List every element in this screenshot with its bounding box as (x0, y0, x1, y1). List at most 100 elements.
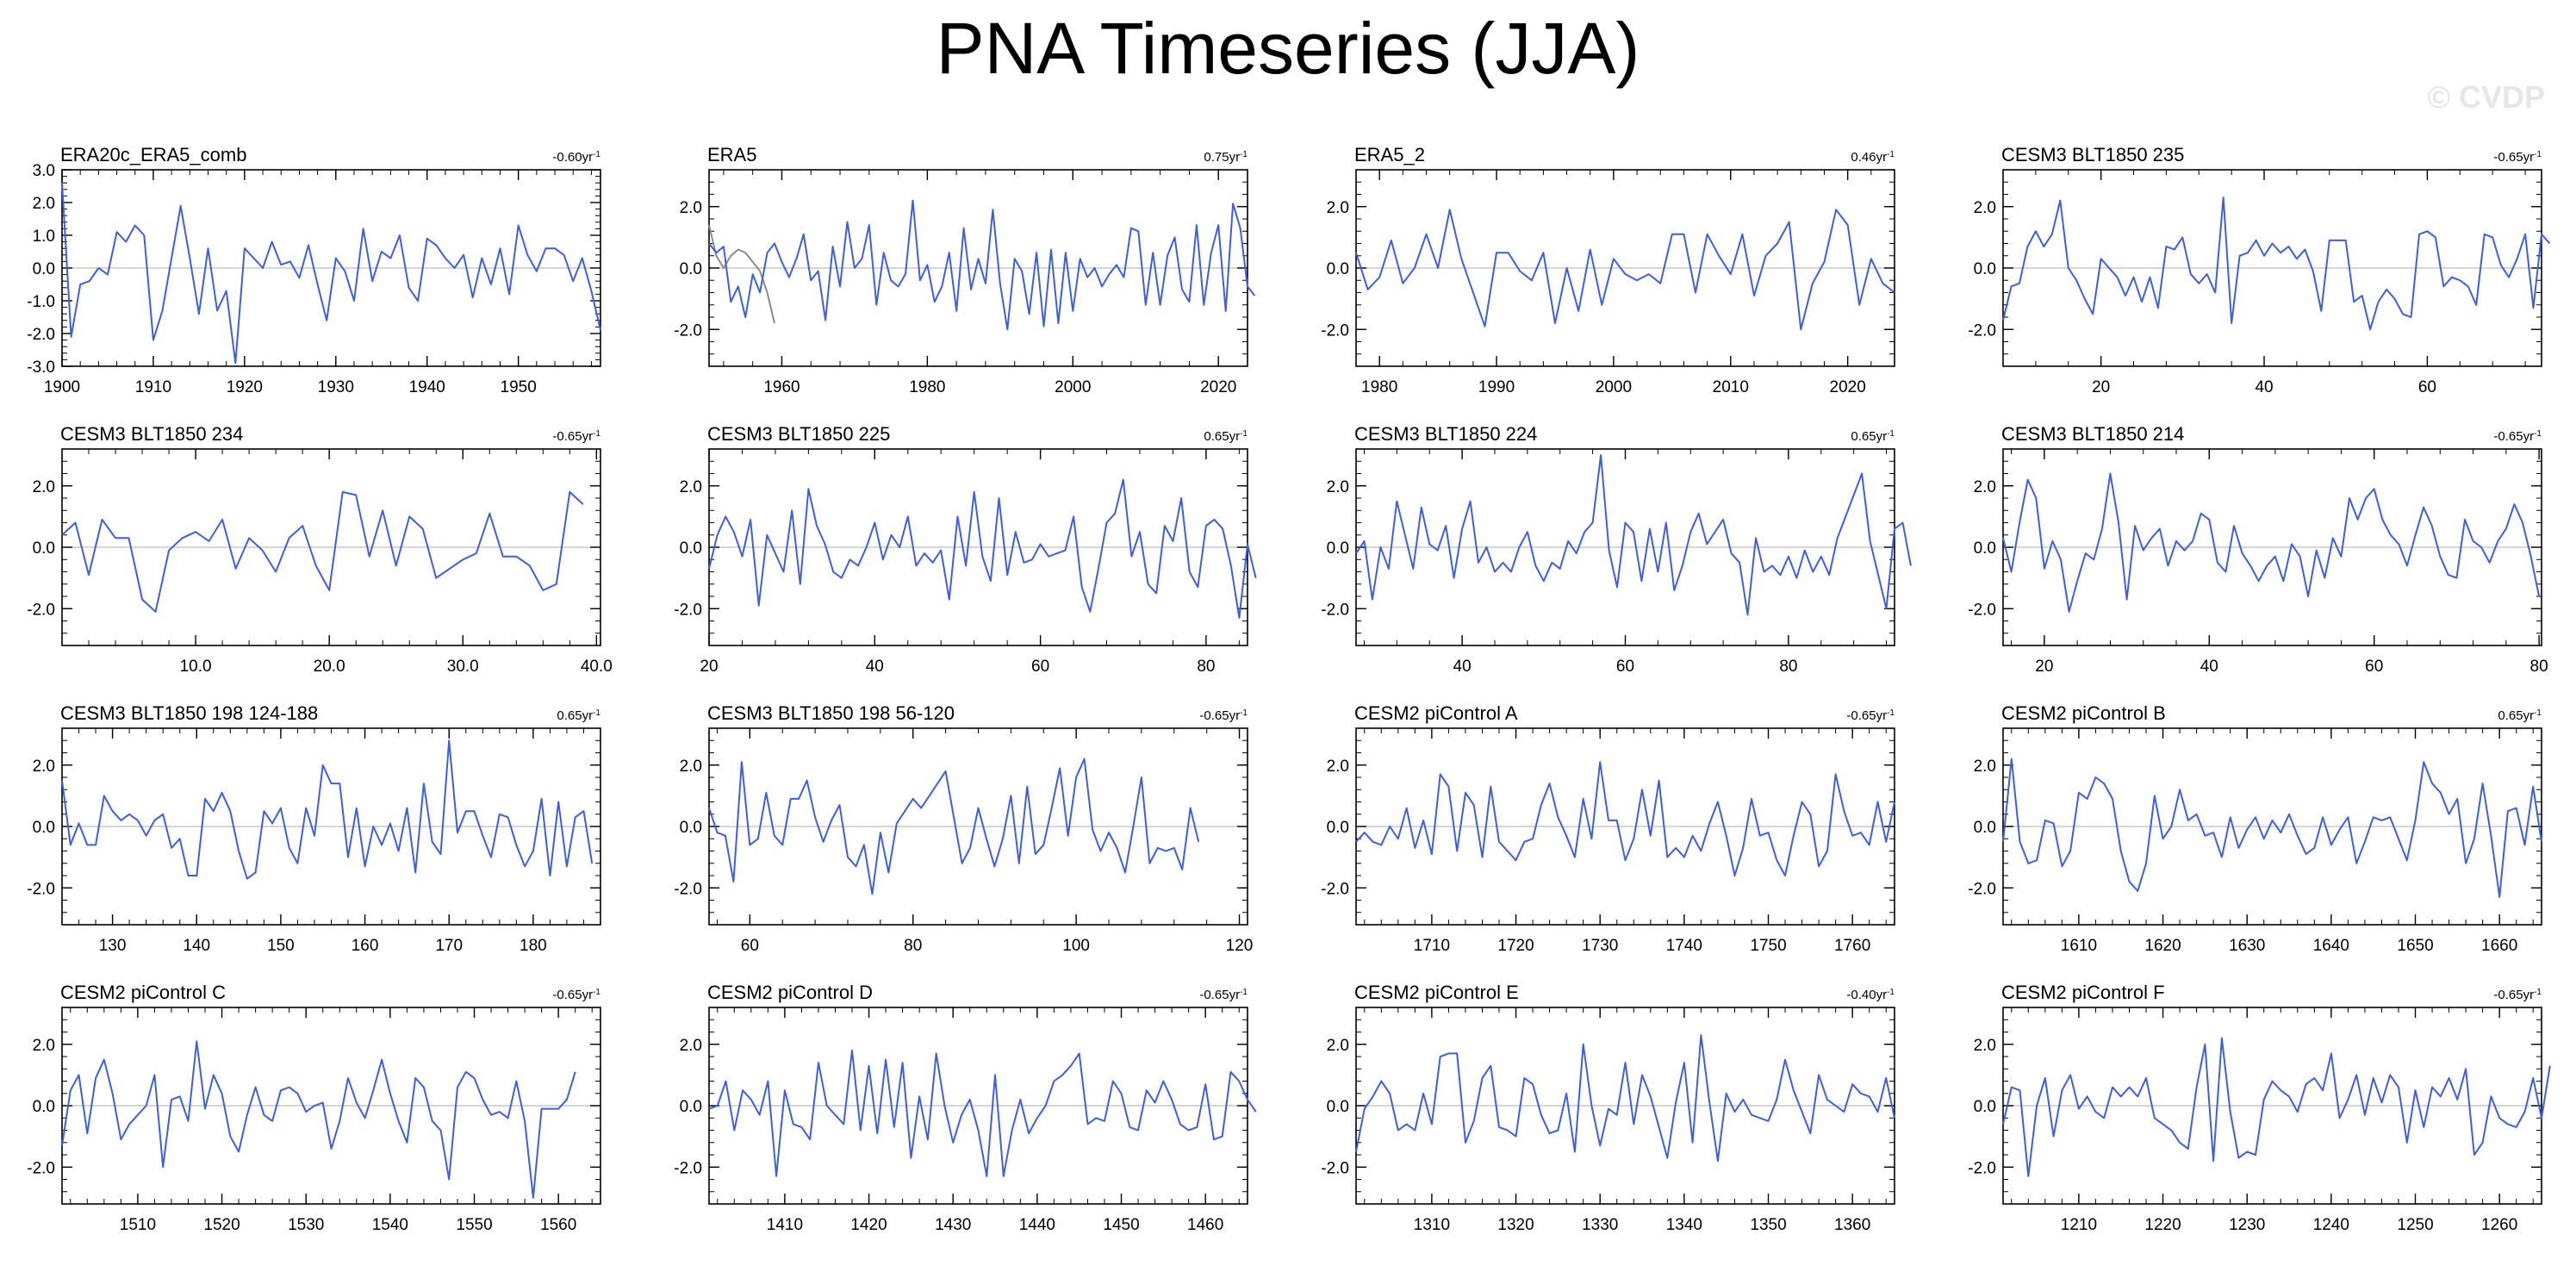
y-tick-label: -2.0 (27, 326, 55, 344)
panel-title: ERA20c_ERA5_comb (60, 144, 246, 165)
x-tick-label: 1360 (1834, 1216, 1870, 1234)
x-tick-label: 1440 (1019, 1216, 1055, 1234)
x-tick-label: 1720 (1497, 937, 1534, 955)
y-tick-label: -2.0 (1968, 601, 1996, 619)
trend-label: -0.65yr-1 (2493, 988, 2542, 1003)
series-line (2002, 758, 2542, 898)
panel-title: CESM3 BLT1850 225 (707, 423, 890, 445)
series-line (61, 739, 594, 880)
chart-panel-5: CESM3 BLT1850 234 -0.65yr-1 10.0 20.0 30.0 40… (27, 423, 613, 676)
x-tick-label: 40 (866, 658, 884, 676)
overlay-series-line (708, 224, 775, 324)
cvdp-watermark: © CVDP (2427, 79, 2545, 115)
x-tick-label: 1240 (2313, 1216, 2349, 1234)
x-tick-label: 1340 (1666, 1216, 1702, 1234)
chart-panel-16: CESM2 piControl F -0.65yr-1 1210 1220 1230 12… (1968, 982, 2551, 1234)
panel-title: CESM3 BLT1850 198 124-188 (60, 702, 318, 724)
y-tick-label: 2.0 (1327, 478, 1349, 496)
y-tick-label: -2.0 (1321, 601, 1349, 619)
chart-panel-6: CESM3 BLT1850 225 0.65yr-1 20 40 60 80 2.0 0.0 -… (674, 423, 1257, 676)
y-tick-label: -3.0 (27, 359, 55, 377)
series-line (2002, 1037, 2551, 1177)
trend-label: -0.40yr-1 (1846, 988, 1895, 1003)
x-tick-label: 1530 (288, 1216, 324, 1234)
x-tick-label: 1940 (409, 378, 445, 396)
y-tick-label: 2.0 (680, 1037, 702, 1055)
y-tick-label: -2.0 (674, 321, 702, 340)
x-tick-label: 10.0 (180, 658, 212, 676)
y-tick-label: 2.0 (1974, 199, 1996, 217)
y-tick-label: 1.0 (33, 228, 55, 246)
y-tick-label: 0.0 (1327, 1098, 1349, 1116)
y-tick-label: -2.0 (1321, 1159, 1349, 1177)
chart-panel-10: CESM3 BLT1850 198 56-120 -0.65yr-1 60 80 100… (674, 702, 1253, 955)
trend-label: -0.60yr-1 (552, 150, 600, 165)
x-tick-label: 1980 (909, 378, 945, 396)
chart-panel-1: ERA20c_ERA5_comb -0.60yr-1 1900 1910 1920 193… (27, 144, 601, 396)
y-tick-label: -2.0 (27, 1159, 55, 1177)
panel-title: ERA5 (707, 144, 756, 165)
y-tick-label: 3.0 (33, 162, 55, 180)
y-tick-label: -2.0 (1321, 880, 1349, 898)
panel-title: CESM3 BLT1850 198 56-120 (707, 702, 955, 724)
x-tick-label: 180 (520, 937, 547, 955)
x-tick-label: 1950 (501, 378, 537, 396)
x-tick-label: 1760 (1834, 937, 1870, 955)
page-title: PNA Timeseries (JJA) (936, 8, 1640, 89)
trend-label: -0.65yr-1 (1199, 988, 1248, 1003)
y-tick-label: 0.0 (33, 260, 55, 278)
y-tick-label: 2.0 (33, 758, 55, 776)
x-tick-label: 1930 (318, 378, 354, 396)
x-tick-label: 1310 (1414, 1216, 1450, 1234)
x-tick-label: 1900 (44, 378, 80, 396)
y-tick-label: 0.0 (1974, 260, 1996, 278)
x-tick-label: 80 (2530, 658, 2548, 676)
x-tick-label: 1920 (227, 378, 263, 396)
x-tick-label: 1990 (1478, 378, 1515, 396)
panel-title: CESM3 BLT1850 214 (2001, 423, 2184, 445)
y-tick-label: -2.0 (674, 601, 702, 619)
x-tick-label: 1450 (1103, 1216, 1139, 1234)
trend-label: -0.65yr-1 (1846, 708, 1895, 724)
x-tick-label: 1620 (2144, 937, 2181, 955)
x-tick-label: 1220 (2144, 1216, 2181, 1234)
x-tick-label: 1750 (1750, 937, 1786, 955)
x-tick-label: 1410 (767, 1216, 803, 1234)
x-tick-label: 1640 (2313, 937, 2349, 955)
y-tick-label: 2.0 (680, 758, 702, 776)
chart-panel-12: CESM2 piControl B 0.65yr-1 1610 1620 1630 164… (1968, 702, 2542, 955)
x-tick-label: 60 (2365, 658, 2383, 676)
trend-label: -0.65yr-1 (552, 429, 600, 445)
panel-title: CESM2 piControl A (1354, 702, 1518, 724)
y-tick-label: 2.0 (33, 195, 55, 213)
x-tick-label: 160 (352, 937, 379, 955)
x-tick-label: 1960 (763, 378, 800, 396)
x-tick-label: 20.0 (314, 658, 345, 676)
series-line (708, 478, 1257, 619)
x-tick-label: 40.0 (581, 658, 613, 676)
x-tick-label: 20 (2092, 378, 2110, 396)
y-tick-label: -2.0 (27, 880, 55, 898)
series-line (2002, 472, 2541, 613)
y-tick-label: 0.0 (33, 539, 55, 558)
y-tick-label: 0.0 (1327, 539, 1349, 558)
y-tick-label: 0.0 (1974, 819, 1996, 837)
y-tick-label: 2.0 (680, 478, 702, 496)
chart-panel-7: CESM3 BLT1850 224 0.65yr-1 40 60 80 2.0 0.0 -2.… (1321, 423, 1912, 676)
x-tick-label: 1350 (1750, 1216, 1786, 1234)
x-tick-label: 2000 (1596, 378, 1632, 396)
x-tick-label: 1250 (2397, 1216, 2433, 1234)
x-tick-label: 1730 (1582, 937, 1618, 955)
chart-panel-9: CESM3 BLT1850 198 124-188 0.65yr-1 130 140 1… (27, 702, 601, 955)
series-line (61, 1040, 576, 1199)
x-tick-label: 40 (2200, 658, 2218, 676)
y-tick-label: 0.0 (680, 819, 702, 837)
chart-panel-14: CESM2 piControl D -0.65yr-1 1410 1420 1430 14… (674, 982, 1257, 1234)
x-tick-label: 1510 (120, 1216, 156, 1234)
series-line (1355, 209, 1895, 331)
panel-title: CESM2 piControl D (707, 982, 873, 1003)
y-tick-label: -2.0 (1968, 321, 1996, 340)
chart-panel-13: CESM2 piControl C -0.65yr-1 1510 1520 1530 15… (27, 982, 601, 1234)
y-tick-label: -2.0 (1968, 1159, 1996, 1177)
